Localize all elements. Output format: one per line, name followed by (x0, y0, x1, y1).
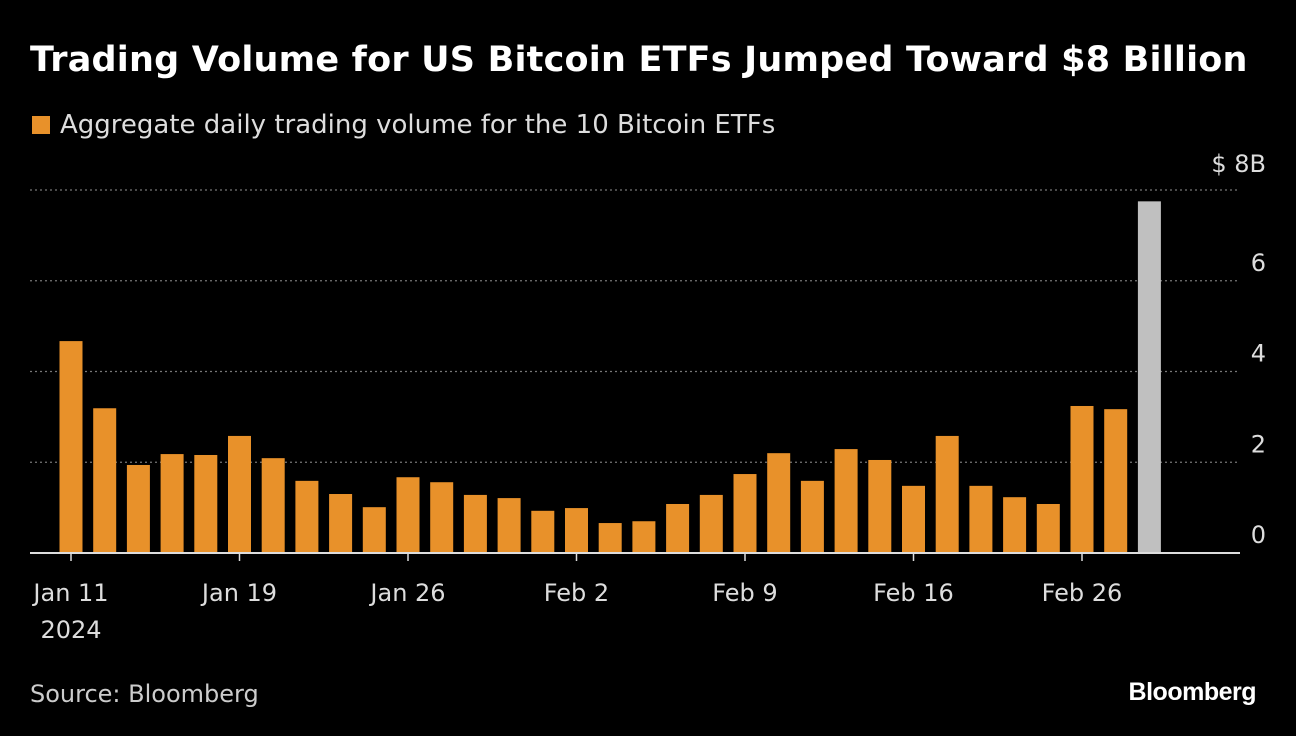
bar (598, 523, 622, 553)
bar (194, 454, 218, 553)
bar (362, 507, 386, 553)
bar (565, 508, 588, 553)
bar (1104, 409, 1128, 553)
bar (295, 480, 319, 553)
x-tick-label: Feb 9 (712, 579, 777, 607)
bar (228, 435, 251, 553)
bar (1137, 201, 1161, 553)
bar (699, 494, 723, 553)
bloomberg-logo: Bloomberg (1128, 678, 1257, 706)
bar (430, 482, 454, 553)
bar (800, 480, 824, 553)
bar (160, 454, 184, 553)
x-tick-label: Feb 2 (544, 579, 609, 607)
y-tick-label: 6 (1251, 249, 1266, 277)
y-tick-label: 0 (1251, 521, 1266, 549)
x-tick-label: Feb 16 (873, 579, 954, 607)
bar (463, 494, 487, 553)
bar (1036, 503, 1060, 553)
bar (126, 464, 150, 553)
x-tick-label: Jan 19 (200, 579, 277, 607)
bar (261, 458, 285, 553)
bar (396, 477, 420, 553)
bar (935, 435, 959, 553)
bar (59, 341, 83, 553)
bar (93, 408, 117, 553)
bar (329, 494, 353, 553)
bar (834, 449, 858, 553)
y-tick-label: $ 8B (1211, 150, 1266, 178)
bar (969, 485, 993, 553)
x-tick-label: Jan 26 (368, 579, 445, 607)
y-tick-label: 4 (1251, 340, 1266, 368)
x-tick-label: Feb 26 (1042, 579, 1123, 607)
legend-swatch (32, 116, 50, 134)
bar (666, 503, 690, 553)
bar (497, 498, 521, 553)
bar (632, 521, 656, 553)
chart-title: Trading Volume for US Bitcoin ETFs Jumpe… (30, 40, 1248, 80)
source-note: Source: Bloomberg (30, 680, 259, 708)
bar (902, 485, 925, 553)
bar (531, 510, 555, 553)
legend: Aggregate daily trading volume for the 1… (32, 110, 775, 140)
legend-label: Aggregate daily trading volume for the 1… (60, 110, 776, 140)
bar (733, 474, 757, 553)
bar (767, 453, 791, 553)
x-tick-label: Jan 11 (31, 579, 108, 607)
bar (868, 459, 892, 553)
x-tick-sublabel: 2024 (40, 616, 101, 644)
bar (1070, 405, 1094, 553)
bar (1003, 497, 1027, 553)
y-tick-label: 2 (1251, 430, 1266, 458)
